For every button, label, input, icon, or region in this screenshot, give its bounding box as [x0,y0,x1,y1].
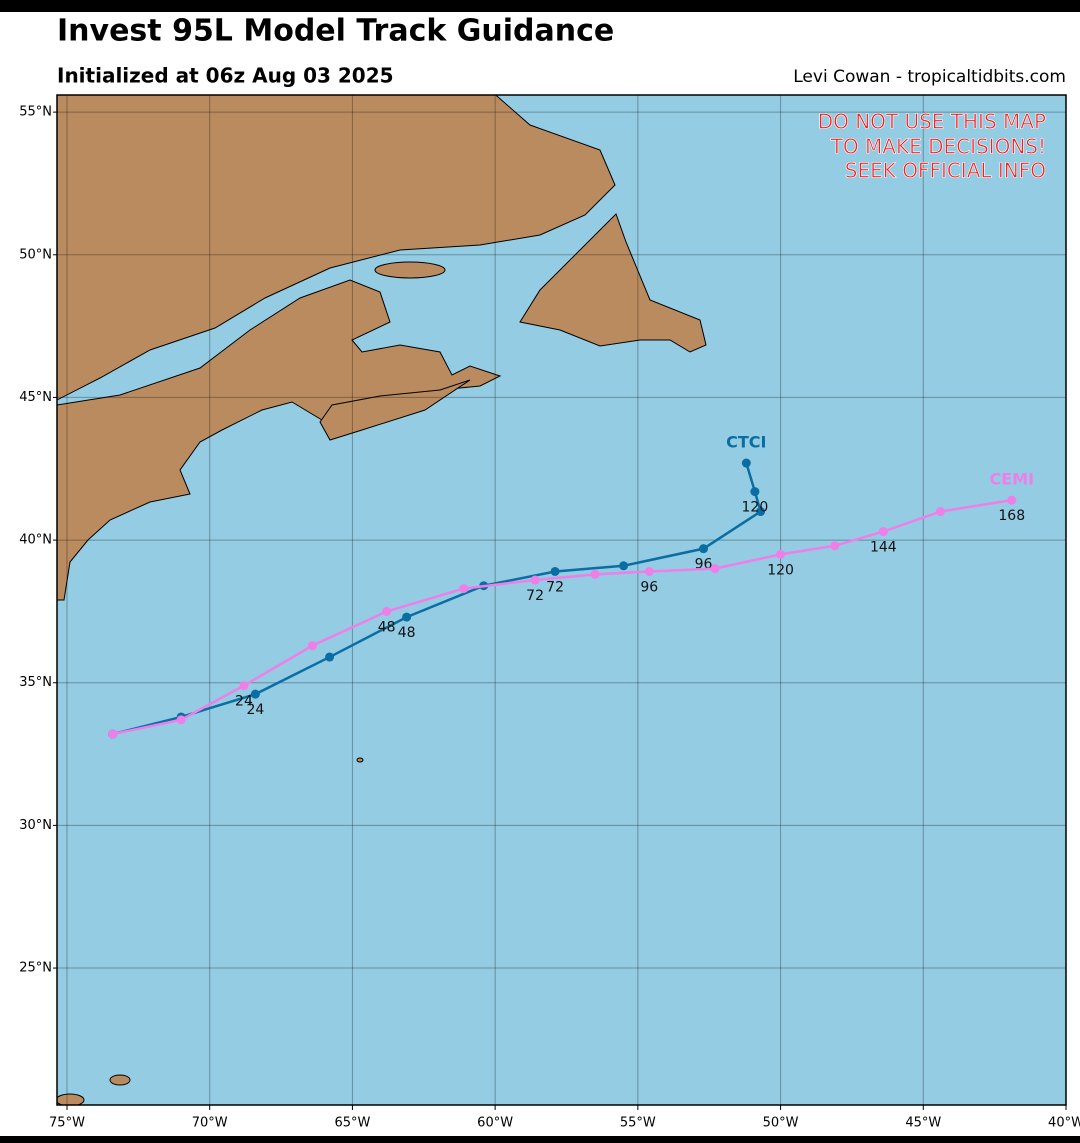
subtitle: Initialized at 06z Aug 03 2025 [57,64,394,88]
x-tick-label: 65°W [334,1116,370,1131]
hour-label: 48 [378,619,396,635]
track-point [459,584,469,594]
y-tick-label: 55°N [19,105,52,120]
hour-label: 168 [998,508,1025,524]
track-point [325,652,335,662]
y-tick-label: 50°N [19,247,52,262]
bermuda [356,757,364,763]
track-point [530,575,540,585]
y-tick-label: 40°N [19,533,52,548]
island [57,1093,85,1105]
hour-label: 72 [526,588,544,604]
x-tick-label: 55°W [620,1116,656,1131]
bottom-bar [0,1136,1080,1143]
credit: Levi Cowan - tropicaltidbits.com [793,67,1066,87]
hour-label: 144 [870,540,897,556]
warning-line: DO NOT USE THIS MAP [818,110,1046,134]
track-point [741,458,751,468]
track-point [550,566,560,576]
title: Invest 95L Model Track Guidance [57,14,614,49]
hour-label: 24 [235,694,253,710]
land [57,95,707,1105]
model-name: CTCI [726,433,766,452]
track-point [935,507,945,517]
track-point [176,715,186,725]
land-north [57,95,616,401]
hour-label: 96 [640,579,658,595]
track-point [699,544,709,554]
plot-frame [56,94,1067,1106]
track-point [590,569,600,579]
x-tick-label: 60°W [477,1116,513,1131]
x-tick-label: 50°W [763,1116,799,1131]
nova-scotia [319,379,471,441]
hour-label: 72 [546,579,564,595]
track-point [619,561,629,571]
model-name: CEMI [989,470,1034,489]
track-point [307,641,317,651]
x-tick-label: 70°W [192,1116,228,1131]
warning-line: SEEK OFFICIAL INFO [845,159,1046,183]
y-tick-label: 30°N [19,818,52,833]
hour-label: 120 [767,562,794,578]
track-point [710,564,720,574]
track-point [750,487,760,497]
top-bar [0,0,1080,12]
track-point [878,527,888,537]
hour-label: 24 [246,702,264,718]
x-tick-label: 75°W [49,1116,85,1131]
track-point [644,566,654,576]
hour-label: 120 [742,500,769,516]
track-point [756,507,766,517]
newfoundland [519,213,707,353]
warning-line: TO MAKE DECISIONS! [830,135,1046,159]
y-tick-label: 25°N [19,961,52,976]
track-point [776,549,786,559]
anticosti [374,261,446,279]
track-point [382,606,392,616]
hour-label: 48 [398,625,416,641]
y-tick-label: 45°N [19,390,52,405]
island [109,1074,131,1086]
track-point [250,689,260,699]
x-tick-label: 40°W [1048,1116,1080,1131]
x-tick-label: 45°W [905,1116,941,1131]
track-point [108,729,118,739]
y-tick-label: 35°N [19,675,52,690]
track-point [1007,495,1017,505]
track-point [830,541,840,551]
track-point [239,681,249,691]
track-point [402,612,412,622]
